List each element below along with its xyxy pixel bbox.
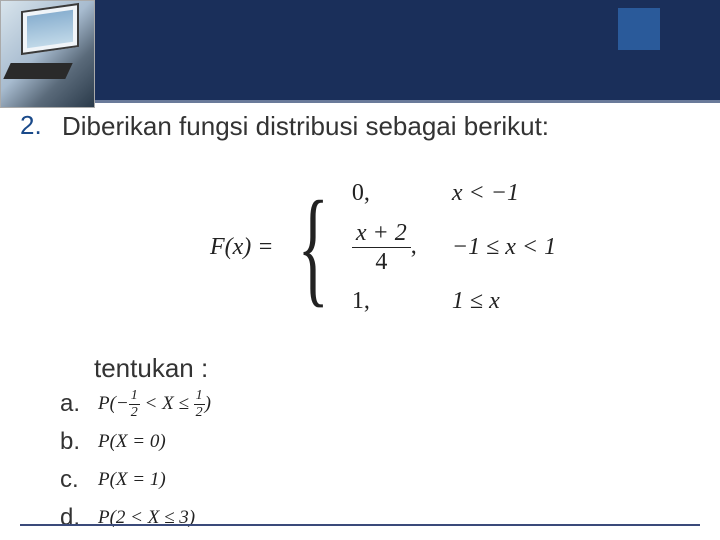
sub-a-f2-den: 2 bbox=[196, 405, 203, 420]
sub-a-mid: < X ≤ bbox=[140, 392, 194, 413]
question-text: Diberikan fungsi distribusi sebagai beri… bbox=[62, 110, 549, 144]
sub-a-frac2: 12 bbox=[194, 389, 205, 420]
case-1-den: 4 bbox=[375, 248, 387, 274]
case-1-value: x + 2 4 , bbox=[352, 221, 422, 274]
footer-line bbox=[20, 524, 700, 526]
case-0-condition: x < −1 bbox=[452, 180, 519, 207]
formula-cases: 0, x < −1 x + 2 4 , −1 ≤ x < 1 1, 1 ≤ x bbox=[352, 180, 556, 315]
header-bar bbox=[0, 0, 720, 100]
formula-block: F(x) = { 0, x < −1 x + 2 4 , −1 ≤ x < 1 … bbox=[210, 180, 556, 315]
sub-a-f1-num: 1 bbox=[129, 389, 140, 405]
case-2-condition: 1 ≤ x bbox=[452, 288, 500, 315]
sub-d-letter: d. bbox=[60, 504, 86, 532]
monitor-shape bbox=[21, 3, 79, 55]
case-1-suffix: , bbox=[411, 233, 417, 259]
content-area: 2. Diberikan fungsi distribusi sebagai b… bbox=[20, 110, 700, 150]
keyboard-shape bbox=[3, 63, 72, 79]
case-1-num: x + 2 bbox=[352, 221, 411, 248]
sub-c-math: P(X = 1) bbox=[98, 469, 166, 491]
question-row: 2. Diberikan fungsi distribusi sebagai b… bbox=[20, 110, 700, 144]
sub-item-a: a. P(−12 < X ≤ 12) bbox=[60, 388, 211, 420]
tentukan-label: tentukan : bbox=[94, 353, 208, 384]
sub-list: a. P(−12 < X ≤ 12) b. P(X = 0) c. P(X = … bbox=[60, 388, 211, 540]
header-underline bbox=[0, 100, 720, 103]
question-number: 2. bbox=[20, 110, 52, 141]
accent-block bbox=[618, 8, 660, 50]
sub-a-prefix: P(− bbox=[98, 392, 129, 413]
case-row-0: 0, x < −1 bbox=[352, 180, 556, 207]
sub-b-math: P(X = 0) bbox=[98, 431, 166, 453]
sub-b-letter: b. bbox=[60, 428, 86, 456]
sub-item-b: b. P(X = 0) bbox=[60, 426, 211, 458]
formula-lhs: F(x) = bbox=[210, 234, 274, 261]
case-row-2: 1, 1 ≤ x bbox=[352, 288, 556, 315]
sub-c-letter: c. bbox=[60, 466, 86, 494]
case-1-fraction: x + 2 4 bbox=[352, 221, 411, 274]
case-row-1: x + 2 4 , −1 ≤ x < 1 bbox=[352, 221, 556, 274]
sub-item-d: d. P(2 < X ≤ 3) bbox=[60, 502, 211, 534]
computer-photo bbox=[0, 0, 95, 108]
sub-a-f1-den: 2 bbox=[131, 405, 138, 420]
sub-a-f2-num: 1 bbox=[194, 389, 205, 405]
sub-a-letter: a. bbox=[60, 390, 86, 418]
sub-a-suffix: ) bbox=[205, 392, 211, 413]
sub-item-c: c. P(X = 1) bbox=[60, 464, 211, 496]
sub-a-frac1: 12 bbox=[129, 389, 140, 420]
case-1-condition: −1 ≤ x < 1 bbox=[452, 234, 556, 261]
left-brace: { bbox=[297, 189, 328, 306]
sub-a-math: P(−12 < X ≤ 12) bbox=[98, 389, 211, 420]
case-2-value: 1, bbox=[352, 288, 422, 315]
monitor-screen bbox=[27, 10, 73, 48]
case-0-value: 0, bbox=[352, 180, 422, 207]
